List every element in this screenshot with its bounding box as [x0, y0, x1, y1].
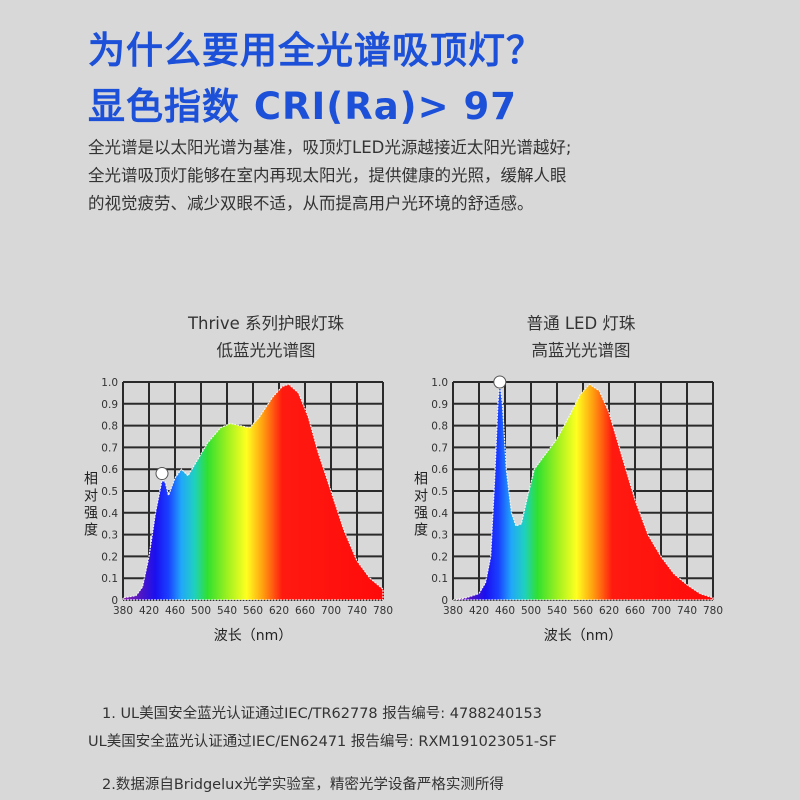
y-tick-label: 0: [441, 595, 448, 607]
x-tick-label: 660: [295, 605, 315, 617]
y-tick-label: 0.5: [101, 486, 118, 498]
intro-line: 全光谱吸顶灯能够在室内再现太阳光，提供健康的光照，缓解人眼: [88, 166, 567, 185]
y-tick-label: 1.0: [431, 377, 448, 389]
x-tick-label: 560: [573, 605, 593, 617]
x-axis-label: 波长（nm）: [214, 628, 293, 644]
y-tick-label: 0.7: [431, 442, 448, 454]
x-tick-label: 700: [651, 605, 671, 617]
y-tick-label: 0.4: [101, 508, 118, 520]
x-tick-label: 460: [165, 605, 185, 617]
y-tick-label: 0.3: [101, 530, 118, 542]
y-tick-label: 0.2: [101, 551, 118, 563]
page-title: 为什么要用全光谱吸顶灯？: [88, 29, 544, 72]
y-tick-label: 0.5: [431, 486, 448, 498]
x-tick-label: 560: [243, 605, 263, 617]
chart1-title: Thrive 系列护眼灯珠: [187, 314, 345, 333]
x-tick-label: 420: [139, 605, 159, 617]
intro-line: 全光谱是以太阳光谱为基准，吸顶灯LED光源越接近太阳光谱越好;: [88, 138, 572, 157]
y-tick-label: 0.6: [101, 464, 118, 476]
spectrum-area: [452, 381, 714, 601]
x-tick-label: 420: [469, 605, 489, 617]
x-axis-label: 波长（nm）: [544, 628, 623, 644]
x-tick-label: 740: [677, 605, 697, 617]
y-tick-label: 0.9: [431, 399, 448, 411]
x-tick-label: 500: [521, 605, 541, 617]
footnote: UL美国安全蓝光认证通过IEC/EN62471 报告编号: RXM1910230…: [88, 734, 557, 750]
peak-marker: [493, 375, 507, 389]
chart1-subtitle: 低蓝光光谱图: [216, 341, 316, 360]
intro-line: 的视觉疲劳、减少双眼不适，从而提高用户光环境的舒适感。: [88, 194, 534, 213]
x-tick-label: 660: [625, 605, 645, 617]
spectrum-area: [122, 383, 384, 601]
footnote: 2.数据源自Bridgelux光学实验室，精密光学设备严格实测所得: [102, 777, 504, 793]
x-tick-label: 620: [269, 605, 289, 617]
chart2-title: 普通 LED 灯珠: [526, 314, 636, 333]
x-tick-label: 780: [703, 605, 723, 617]
x-tick-label: 380: [443, 605, 463, 617]
peak-marker: [155, 467, 169, 481]
y-tick-label: 0.8: [101, 421, 118, 433]
chart2-y-axis-label: 相对强度: [412, 471, 428, 539]
chart1-y-axis-label: 相对强度: [82, 471, 98, 539]
y-tick-label: 0.1: [431, 573, 448, 585]
x-tick-label: 740: [347, 605, 367, 617]
y-tick-label: 0.1: [101, 573, 118, 585]
chart2-subtitle: 高蓝光光谱图: [531, 341, 631, 360]
y-tick-label: 0.9: [101, 399, 118, 411]
y-tick-label: 1.0: [101, 377, 118, 389]
y-tick-label: 0: [111, 595, 118, 607]
x-tick-label: 700: [321, 605, 341, 617]
y-tick-label: 0.8: [431, 421, 448, 433]
y-tick-label: 0.7: [101, 442, 118, 454]
page-subtitle: 显色指数 CRI(Ra)> 97: [88, 85, 517, 128]
y-tick-label: 0.4: [431, 508, 448, 520]
footnote: 1. UL美国安全蓝光认证通过IEC/TR62778 报告编号: 4788240…: [102, 706, 542, 722]
x-tick-label: 540: [217, 605, 237, 617]
y-tick-label: 0.2: [431, 551, 448, 563]
x-tick-label: 500: [191, 605, 211, 617]
x-tick-label: 780: [373, 605, 393, 617]
x-tick-label: 460: [495, 605, 515, 617]
y-tick-label: 0.3: [431, 530, 448, 542]
x-tick-label: 540: [547, 605, 567, 617]
x-tick-label: 620: [599, 605, 619, 617]
x-tick-label: 380: [113, 605, 133, 617]
y-tick-label: 0.6: [431, 464, 448, 476]
